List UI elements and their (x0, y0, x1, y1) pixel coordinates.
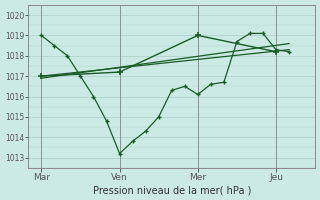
X-axis label: Pression niveau de la mer( hPa ): Pression niveau de la mer( hPa ) (92, 185, 251, 195)
